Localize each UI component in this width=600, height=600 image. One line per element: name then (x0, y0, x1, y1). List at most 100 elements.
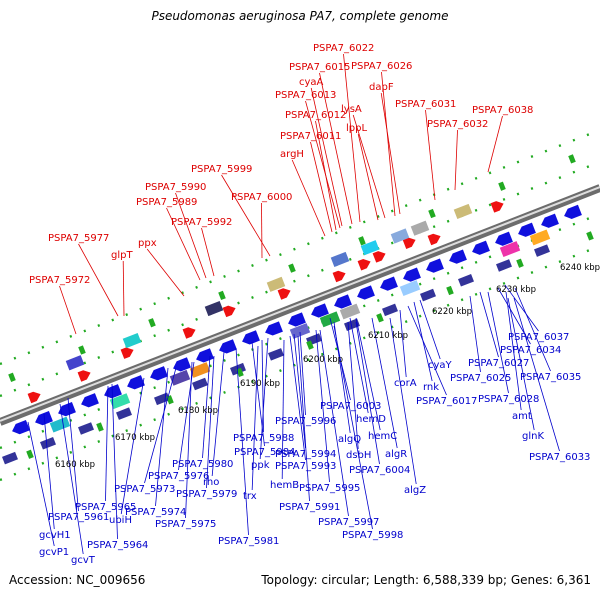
forward-gene-label: argH (280, 149, 304, 160)
reverse-gene-label: PSPA7_5961 (48, 512, 109, 523)
forward-gene-leader (454, 129, 458, 191)
gene-feature (58, 402, 76, 417)
reverse-gene-leader (333, 325, 373, 530)
gene-feature (78, 345, 86, 355)
gene-arrow (403, 267, 421, 282)
gene-box (498, 181, 506, 191)
gene-arrow (222, 305, 236, 318)
gene-feature (8, 372, 16, 382)
gene-feature (236, 367, 244, 378)
reverse-gene-label: algQ (338, 434, 361, 445)
gene-box (268, 348, 284, 361)
gene-box (568, 154, 576, 164)
gene-box (382, 303, 398, 317)
scale-label: 6160 kbp (55, 460, 95, 470)
reverse-gene-label: algZ (404, 485, 426, 496)
forward-gene-label: glpT (111, 250, 133, 261)
gene-feature (189, 362, 211, 378)
gene-feature (150, 366, 168, 381)
reverse-gene-label: PSPA7_6037 (508, 332, 569, 343)
forward-gene-leader (343, 53, 361, 223)
reverse-gene-label: PSPA7_6017 (416, 396, 477, 407)
forward-gene-label: lppL (346, 123, 367, 134)
gene-feature (498, 181, 506, 191)
gene-box (289, 323, 311, 339)
gene-feature (496, 259, 512, 272)
forward-gene-leader (221, 174, 271, 257)
gene-feature (358, 236, 366, 246)
gene-box (169, 369, 191, 386)
reverse-gene-label: ubiH (109, 515, 132, 526)
reverse-gene-label: PSPA7_5994 (275, 449, 336, 460)
reverse-gene-leader (289, 335, 306, 461)
gene-arrow (490, 201, 504, 213)
gene-feature (192, 377, 208, 391)
gene-box (154, 392, 170, 406)
gene-feature (357, 258, 371, 271)
reverse-gene-label: PSPA7_5974 (125, 507, 186, 518)
gene-feature (410, 220, 430, 236)
accession-text: Accession: NC_009656 (9, 573, 146, 587)
gene-feature (154, 392, 170, 406)
gene-feature (453, 203, 473, 219)
reverse-gene-label: PSPA7_5996 (275, 416, 336, 427)
gene-features (2, 154, 594, 465)
gene-feature (311, 303, 329, 318)
gene-arrow (196, 348, 214, 363)
gene-arrow (242, 330, 260, 345)
gene-box (26, 449, 34, 459)
gene-feature (116, 407, 132, 420)
forward-gene-leader (380, 92, 401, 215)
gene-feature (382, 303, 398, 317)
gene-feature (268, 348, 284, 361)
reverse-gene-label: PSPA7_5976 (148, 471, 209, 482)
reverse-gene-leader (319, 329, 349, 517)
reverse-gene-label: PSPA7_5964 (87, 540, 148, 551)
scale-label: 6170 kbp (115, 433, 155, 443)
gene-arrow (495, 231, 513, 246)
gene-box (148, 318, 156, 328)
forward-gene-label: ppx (138, 238, 157, 249)
gene-feature (289, 323, 311, 339)
reverse-gene-label: PSPA7_5988 (233, 433, 294, 444)
reverse-gene-leader (407, 305, 447, 396)
forward-gene-leader (352, 114, 386, 219)
gene-arrow (311, 303, 329, 318)
forward-gene-leader (381, 71, 396, 217)
reverse-gene-label: cyaY (428, 360, 453, 371)
reverse-gene-leader (349, 317, 369, 414)
gene-box (499, 241, 521, 258)
gene-box (8, 372, 16, 382)
gene-box (534, 244, 550, 257)
reverse-gene-leader (59, 403, 84, 555)
gene-feature (516, 258, 524, 268)
gene-feature (428, 208, 436, 219)
gene-box (529, 229, 551, 246)
gene-feature (218, 290, 226, 301)
reverse-gene-leader (299, 331, 306, 416)
gene-feature (472, 240, 490, 255)
backbone-highlight (0, 186, 600, 422)
gene-feature (288, 263, 296, 273)
gene-feature (35, 411, 53, 426)
gene-arrow (219, 339, 237, 354)
reverse-gene-leader (399, 309, 407, 378)
gene-feature (12, 419, 30, 435)
gene-box (358, 236, 366, 246)
reverse-gene-leader (507, 297, 535, 431)
gene-arrow (173, 357, 191, 372)
reverse-gene-leader (144, 367, 177, 484)
gene-feature (65, 355, 85, 371)
reverse-gene-label: dsbH (346, 450, 371, 461)
forward-gene-leader (310, 87, 343, 227)
gene-box (390, 228, 410, 244)
reverse-gene-label: PSPA7_6027 (468, 358, 529, 369)
forward-gene-leader (425, 109, 436, 201)
forward-gene-label: PSPA7_5989 (136, 197, 197, 208)
gene-feature (96, 422, 104, 432)
gene-arrow (81, 393, 99, 408)
gene-box (116, 407, 132, 420)
gene-feature (427, 233, 441, 246)
gene-box (420, 288, 436, 302)
gene-box (410, 220, 430, 236)
